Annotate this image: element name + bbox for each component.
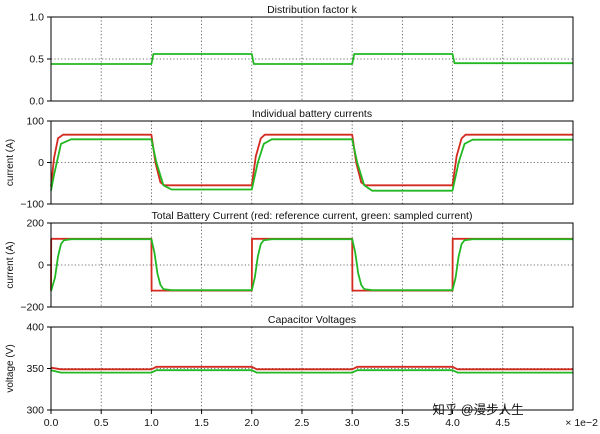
y-tick-label: 200 — [26, 218, 44, 230]
panel-2: Individual battery currents −100 0 100 curre… — [5, 108, 574, 211]
panel-4: Capacitor Voltages 300 350 400 voltage (V) — [5, 314, 574, 417]
panel-title: Total Battery Current (red: reference cu… — [152, 210, 473, 222]
watermark-text: 知乎 @漫步人生 — [432, 403, 523, 417]
y-tick-label: 0.5 — [29, 54, 44, 66]
series-line-sampled-current — [50, 238, 573, 292]
y-tick-label: 400 — [26, 322, 44, 334]
y-axis-label: current (A) — [5, 241, 16, 288]
x-tick-label: 4.0 — [445, 417, 460, 429]
x-tick-label: 0.5 — [94, 417, 109, 429]
panels: Distribution factor k 0.0 0.5 1.0 Individual… — [5, 4, 574, 417]
series-line-reference — [50, 365, 573, 371]
y-tick-label: 300 — [26, 405, 44, 417]
x-tick-label: 1.0 — [144, 417, 159, 429]
x-tick-label: 4.5 — [495, 417, 510, 429]
y-tick-label: 0.0 — [29, 96, 44, 108]
x-tick-label: 0.0 — [44, 417, 59, 429]
panel-title: Distribution factor k — [267, 4, 358, 16]
panel-title: Capacitor Voltages — [268, 314, 356, 326]
x-tick-label: 1.5 — [194, 417, 209, 429]
x-axis: 0.0 0.5 1.0 1.5 2.0 2.5 3.0 3.5 4.0 4.5 × 1e−2 — [44, 410, 598, 429]
series-line-reference — [50, 133, 573, 187]
x-scale-label: × 1e−2 — [565, 417, 598, 429]
y-tick-label: 100 — [26, 116, 44, 128]
y-tick-label: −100 — [20, 199, 44, 211]
y-tick-label: −200 — [20, 302, 44, 314]
y-tick-label: 1.0 — [29, 12, 44, 24]
y-tick-label: 350 — [26, 363, 44, 375]
panel-1: Distribution factor k 0.0 0.5 1.0 — [29, 4, 574, 108]
series-line-sampled — [50, 369, 573, 374]
y-tick-label: 0 — [38, 260, 44, 272]
y-axis-label: voltage (V) — [5, 344, 16, 392]
series-line-sampled — [51, 53, 573, 65]
panel-3: Total Battery Current (red: reference cu… — [5, 210, 574, 314]
x-tick-label: 3.0 — [345, 417, 360, 429]
y-axis-label: current (A) — [5, 139, 16, 186]
x-tick-label: 3.5 — [395, 417, 410, 429]
x-tick-label: 2.5 — [295, 417, 310, 429]
series-line-sampled — [50, 138, 573, 192]
x-tick-label: 2.0 — [244, 417, 259, 429]
panel-title: Individual battery currents — [252, 108, 372, 120]
y-tick-label: 0 — [38, 157, 44, 169]
